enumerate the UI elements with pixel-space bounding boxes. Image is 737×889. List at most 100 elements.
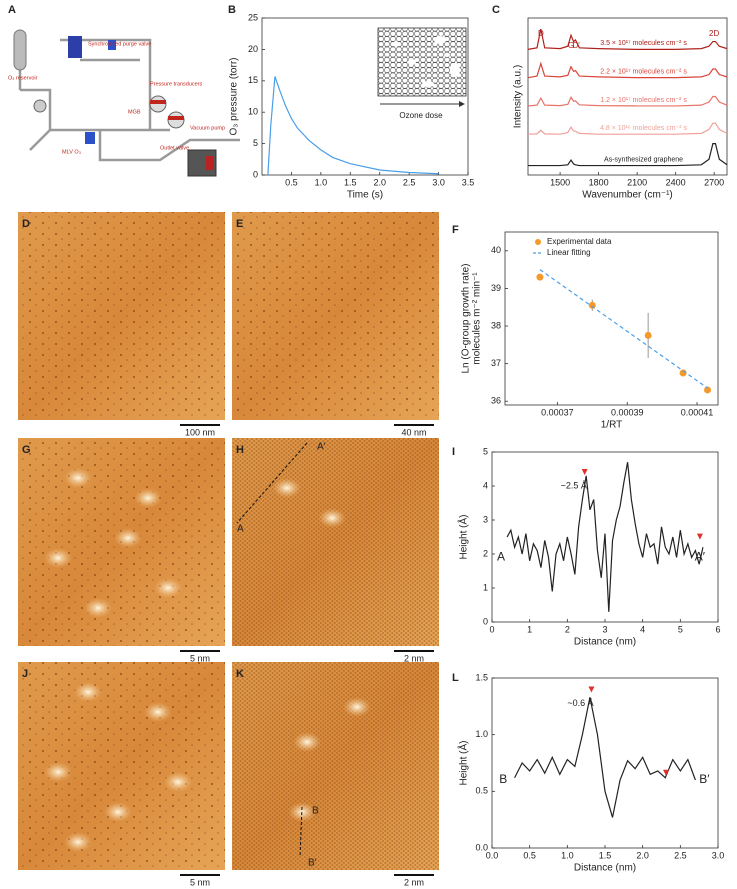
y-tick-label: 4 <box>483 480 488 490</box>
schematic-label: Outlet valve <box>160 145 189 151</box>
y-tick-label: 5 <box>483 446 488 456</box>
data-line <box>527 95 728 107</box>
x-tick-label: 3.0 <box>712 850 725 860</box>
bright-feature <box>273 478 301 498</box>
inset-label: Ozone dose <box>399 111 443 120</box>
peak-label: D <box>538 29 544 38</box>
panel-label: K <box>236 668 244 680</box>
stm-texture <box>232 438 439 646</box>
x-tick-label: 3.5 <box>462 177 475 187</box>
panel-label: B <box>228 4 236 16</box>
bright-feature <box>318 508 346 528</box>
stm-texture <box>232 662 439 870</box>
bright-feature <box>343 697 371 717</box>
y-tick-label: 10 <box>248 107 258 117</box>
schematic-label: Pressure transducers <box>150 81 203 87</box>
panel-label: D <box>22 218 30 230</box>
scale-bar-label: 5 nm <box>190 877 210 887</box>
profile-end-label: A <box>237 524 244 535</box>
profile-line <box>236 442 308 524</box>
x-tick-label: 0.5 <box>523 850 536 860</box>
x-tick-label: 2700 <box>704 177 724 187</box>
x-tick-label: 3.0 <box>432 177 445 187</box>
panel-label: A <box>8 4 16 16</box>
x-tick-label: 0.00041 <box>681 407 714 417</box>
legend-label: Linear fitting <box>547 248 591 257</box>
y-tick-label: 5 <box>253 138 258 148</box>
data-point <box>704 386 712 394</box>
panel-label: J <box>22 668 28 680</box>
x-tick-label: 2.5 <box>674 850 687 860</box>
scale-bar-label: 5 nm <box>190 653 210 663</box>
x-axis-label: Distance (nm) <box>574 637 636 648</box>
annotation: B′ <box>699 772 710 786</box>
x-tick-label: 2.0 <box>636 850 649 860</box>
bright-feature <box>104 802 132 822</box>
bright-feature <box>293 732 321 752</box>
peak-label: 2D <box>709 29 719 38</box>
x-axis-label: 1/RT <box>601 420 623 431</box>
data-line <box>527 61 728 79</box>
y-axis-label: Intensity (a.u.) <box>513 65 524 128</box>
x-tick-label: 1500 <box>550 177 570 187</box>
x-tick-label: 2 <box>565 624 570 634</box>
y-tick-label: 0.0 <box>475 842 488 852</box>
x-tick-label: 1800 <box>589 177 609 187</box>
bright-feature <box>64 468 92 488</box>
data-point <box>679 369 687 377</box>
annotation: ~0.6 Å <box>567 698 593 708</box>
y-tick-label: 0 <box>253 169 258 179</box>
data-line <box>514 697 696 818</box>
y-tick-label: 1 <box>483 582 488 592</box>
scale-bar-label: 40 nm <box>401 427 426 437</box>
marker-arrow <box>696 533 703 540</box>
annotation: A′ <box>695 550 706 564</box>
legend-swatch <box>535 239 541 245</box>
x-tick-label: 0 <box>489 624 494 634</box>
y-tick-label: 36 <box>491 396 501 406</box>
x-axis-label: Wavenumber (cm⁻¹) <box>582 190 672 201</box>
profile-end-label: B′ <box>308 858 317 869</box>
annotation: B <box>499 772 507 786</box>
panel-label: H <box>236 444 244 456</box>
scale-bar-label: 2 nm <box>404 877 424 887</box>
stm-texture <box>232 212 439 420</box>
x-tick-label: 4 <box>640 624 645 634</box>
bright-feature <box>144 702 172 722</box>
x-tick-label: 1.5 <box>344 177 357 187</box>
y-tick-label: 3 <box>483 514 488 524</box>
bright-feature <box>84 598 112 618</box>
panel-label: F <box>452 224 459 236</box>
data-line <box>527 28 728 51</box>
data-line <box>539 269 708 389</box>
plot-frame <box>504 231 719 406</box>
schematic-label: Vacuum pump <box>190 125 225 131</box>
schematic-label: MGB <box>128 109 141 115</box>
plot-frame <box>491 677 719 849</box>
inset <box>377 27 467 107</box>
bright-feature <box>154 578 182 598</box>
data-line <box>506 462 704 612</box>
y-axis-label: O₃ pressure (torr) <box>229 58 240 136</box>
data-line <box>528 143 728 167</box>
y-tick-label: 38 <box>491 320 501 330</box>
data-point <box>536 273 544 281</box>
marker-arrow <box>663 769 670 776</box>
y-axis-label: Height (Å) <box>457 514 470 559</box>
x-tick-label: 1 <box>527 624 532 634</box>
x-tick-label: 1.0 <box>315 177 328 187</box>
bright-feature <box>114 528 142 548</box>
peak-label: G <box>568 41 574 50</box>
x-tick-label: 5 <box>678 624 683 634</box>
marker-arrow <box>588 686 595 693</box>
schematic-label: Synchronized purge valve <box>88 41 151 47</box>
y-axis-label: Ln (O-group growth rate) <box>461 263 472 373</box>
bright-feature <box>64 832 92 852</box>
x-tick-label: 2.0 <box>373 177 386 187</box>
x-tick-label: 0.5 <box>285 177 298 187</box>
y-tick-label: 1.5 <box>475 672 488 682</box>
y-tick-label: 40 <box>491 245 501 255</box>
y-tick-label: 2 <box>483 548 488 558</box>
series-label: As-synthesized graphene <box>604 156 683 163</box>
marker-arrow <box>581 469 588 475</box>
